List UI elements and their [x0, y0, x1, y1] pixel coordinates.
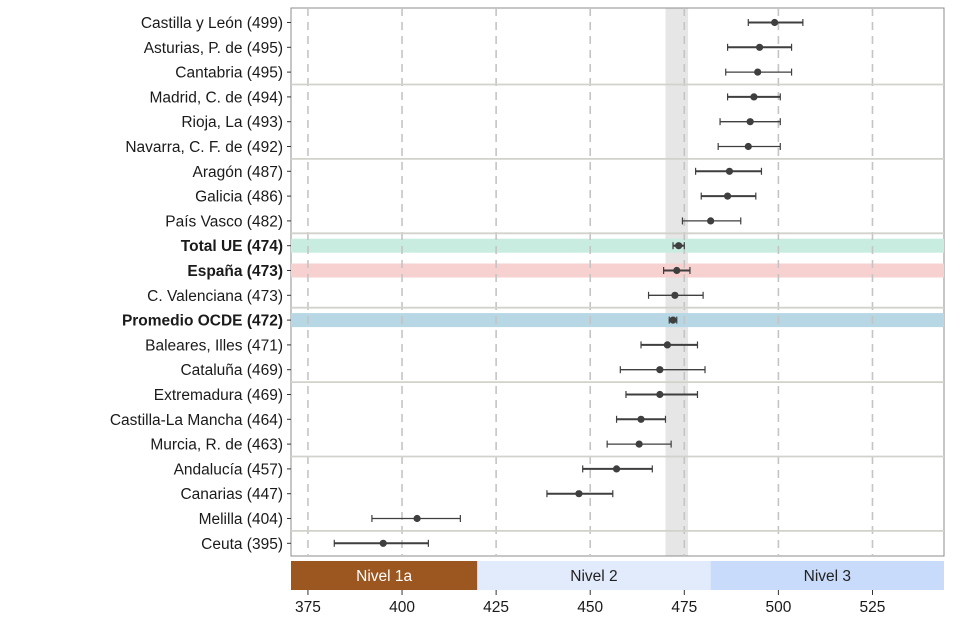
data-point [656, 390, 664, 399]
data-point [707, 217, 715, 225]
row-label: Melilla (404) [199, 511, 283, 528]
row-label: Navarra, C. F. de (492) [125, 139, 283, 156]
x-tick-label: 450 [577, 599, 603, 616]
data-point [637, 415, 645, 423]
data-point [750, 93, 758, 101]
data-point [612, 465, 621, 473]
grid-lines [307, 8, 874, 556]
plot-area [291, 8, 944, 556]
reference-band [665, 8, 689, 556]
data-point [771, 18, 779, 27]
row-separators [291, 83, 944, 532]
row-label: Cantabria (495) [175, 65, 283, 82]
data-point [675, 242, 683, 250]
x-tick-label: 525 [860, 599, 886, 616]
x-axis: 375 400 425 450 475 500 525 [295, 590, 885, 616]
highlight-bands [291, 238, 944, 328]
data-point [663, 341, 671, 349]
data-point [754, 68, 762, 76]
level-label: Nivel 2 [570, 568, 617, 585]
row-label: País Vasco (482) [165, 213, 283, 230]
row-label: Ceuta (395) [201, 536, 283, 553]
row-label: Promedio OCDE (472) [122, 313, 283, 330]
highlight-band-row [291, 238, 944, 253]
row-label: Galicia (486) [195, 189, 283, 206]
row-label: Andalucía (457) [174, 461, 283, 478]
data-point [744, 142, 752, 151]
row-label: España (473) [187, 263, 283, 280]
data-marks [333, 18, 804, 547]
level-segment [291, 561, 478, 590]
x-tick-label: 375 [295, 599, 321, 616]
level-label: Nivel 3 [804, 568, 851, 585]
x-tick-label: 425 [483, 599, 509, 616]
x-tick-label: 475 [671, 599, 697, 616]
plot-border [290, 7, 945, 557]
highlight-band-row [291, 263, 944, 278]
data-point [656, 366, 664, 374]
data-point [746, 118, 754, 126]
row-labels: Castilla y León (499) Asturias, P. de (49… [110, 15, 291, 553]
level-segment [710, 561, 944, 590]
plot-background [290, 7, 945, 557]
row-label: Extremadura (469) [154, 387, 283, 404]
data-point [725, 167, 734, 175]
row-label: Asturias, P. de (495) [144, 40, 283, 57]
row-label: C. Valenciana (473) [147, 288, 283, 305]
row-label: Canarias (447) [180, 486, 283, 503]
row-label: Aragón (487) [193, 164, 283, 181]
x-tick-label: 400 [389, 599, 415, 616]
row-label: Cataluña (469) [180, 362, 283, 379]
data-point [413, 514, 421, 523]
row-label: Castilla y León (499) [141, 15, 283, 32]
row-label: Murcia, R. de (463) [150, 437, 283, 454]
data-point [671, 291, 679, 299]
data-point [379, 539, 387, 547]
row-label: Baleares, Illes (471) [145, 337, 283, 354]
row-label: Castilla-La Mancha (464) [110, 412, 283, 429]
data-point [575, 490, 583, 498]
x-tick-label: 500 [765, 599, 791, 616]
level-label: Nivel 1a [356, 568, 412, 585]
row-label: Madrid, C. de (494) [149, 89, 283, 106]
data-point [669, 316, 677, 324]
data-point [755, 43, 764, 51]
row-label: Rioja, La (493) [181, 114, 283, 131]
data-point [673, 266, 681, 275]
level-strip: Nivel 1a Nivel 2 Nivel 3 [291, 561, 944, 590]
highlight-band-row [291, 313, 944, 328]
row-label: Total UE (474) [181, 238, 283, 255]
data-point [635, 440, 643, 448]
data-point [723, 192, 732, 200]
level-segment [477, 561, 711, 590]
